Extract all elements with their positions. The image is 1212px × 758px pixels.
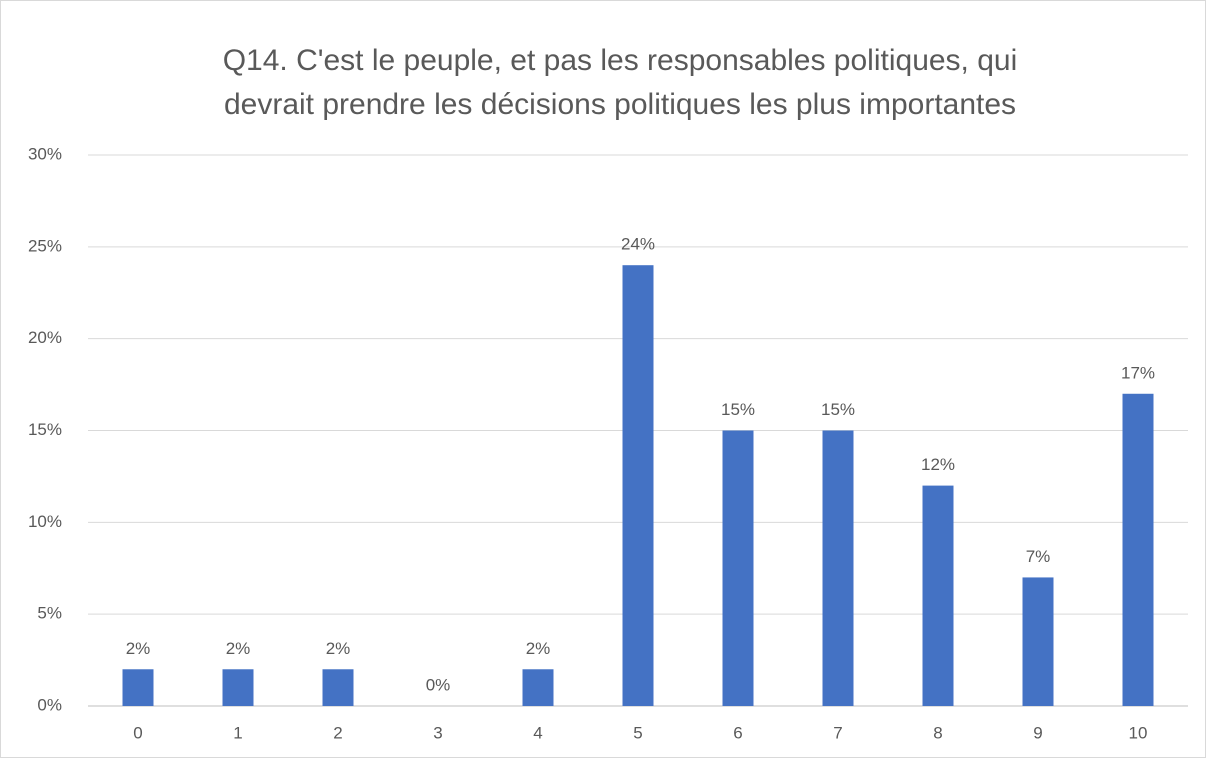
x-tick-label: 5 — [633, 723, 642, 742]
x-tick-label: 4 — [533, 723, 542, 742]
x-tick-label: 8 — [933, 723, 942, 742]
value-label: 15% — [821, 400, 855, 419]
value-label: 15% — [721, 400, 755, 419]
bar — [922, 485, 954, 706]
x-tick-label: 1 — [233, 723, 242, 742]
bar — [322, 669, 354, 706]
x-tick-label: 3 — [433, 723, 442, 742]
bar — [1022, 577, 1054, 706]
bar — [722, 430, 754, 706]
bar — [122, 669, 154, 706]
y-tick-label: 25% — [28, 236, 62, 255]
x-tick-label: 9 — [1033, 723, 1042, 742]
value-label: 7% — [1026, 547, 1051, 566]
value-label: 0% — [426, 675, 451, 694]
bar — [622, 265, 654, 706]
bar — [522, 669, 554, 706]
value-label: 12% — [921, 455, 955, 474]
bar — [1122, 393, 1154, 706]
y-tick-label: 10% — [28, 512, 62, 531]
x-tick-label: 6 — [733, 723, 742, 742]
y-tick-label: 20% — [28, 328, 62, 347]
y-tick-label: 15% — [28, 420, 62, 439]
value-label: 2% — [126, 639, 151, 658]
bar — [222, 669, 254, 706]
value-label: 2% — [226, 639, 251, 658]
x-tick-label: 2 — [333, 723, 342, 742]
bar — [822, 430, 854, 706]
chart-title: Q14. C'est le peuple, et pas les respons… — [223, 44, 1018, 77]
value-label: 17% — [1121, 363, 1155, 382]
value-label: 2% — [326, 639, 351, 658]
y-tick-label: 5% — [37, 604, 62, 623]
y-tick-label: 0% — [37, 695, 62, 714]
x-tick-label: 0 — [133, 723, 142, 742]
chart-title: devrait prendre les décisions politiques… — [224, 88, 1016, 121]
x-tick-label: 10 — [1129, 723, 1148, 742]
value-label: 24% — [621, 235, 655, 254]
x-tick-label: 7 — [833, 723, 842, 742]
value-label: 2% — [526, 639, 551, 658]
y-tick-label: 30% — [28, 144, 62, 163]
